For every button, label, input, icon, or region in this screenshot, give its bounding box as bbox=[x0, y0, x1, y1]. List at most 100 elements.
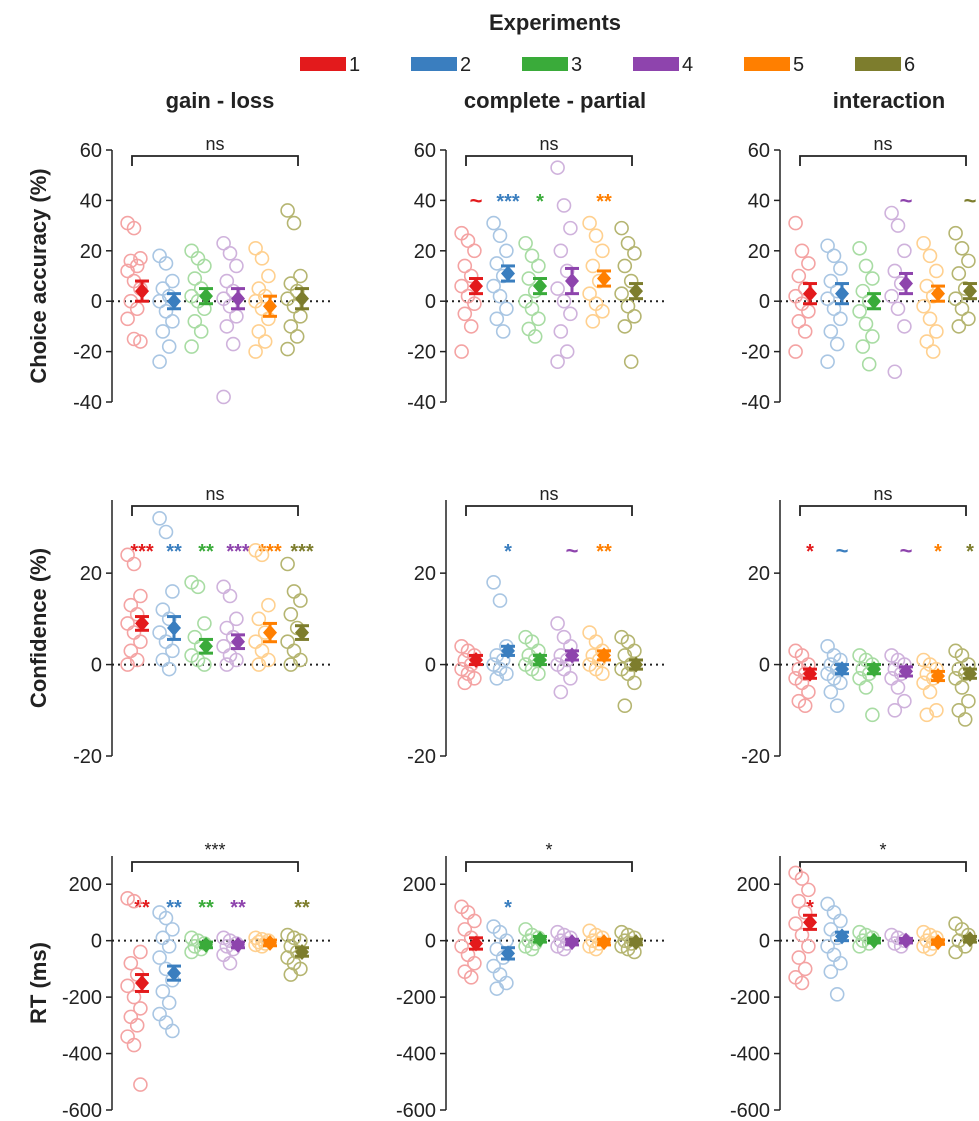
data-point-exp-4 bbox=[229, 652, 244, 668]
data-point-exp-6 bbox=[283, 319, 299, 334]
data-point-exp-5 bbox=[254, 251, 270, 266]
data-point-exp-5 bbox=[929, 702, 944, 718]
exp-6-significance: ~ bbox=[964, 188, 977, 213]
data-point-exp-3 bbox=[518, 235, 533, 251]
column-titles: gain - loss complete - partial interacti… bbox=[166, 88, 946, 113]
data-point-exp-5 bbox=[248, 344, 263, 359]
significance-bracket bbox=[465, 155, 633, 166]
data-point-exp-4 bbox=[219, 657, 235, 672]
data-point-exp-1 bbox=[788, 215, 803, 231]
data-point-exp-2 bbox=[165, 922, 180, 937]
y-tick-label: 20 bbox=[414, 241, 436, 263]
data-point-exp-4 bbox=[890, 218, 906, 233]
data-point-exp-5 bbox=[595, 303, 610, 319]
mean-marker-exp-4 bbox=[565, 647, 579, 664]
data-point-exp-4 bbox=[219, 319, 235, 334]
data-point-exp-4 bbox=[887, 702, 903, 718]
data-point-exp-1 bbox=[123, 597, 139, 613]
mean-marker-exp-2 bbox=[167, 293, 181, 310]
data-point-exp-3 bbox=[858, 316, 874, 332]
data-point-exp-4 bbox=[897, 319, 912, 334]
data-point-exp-4 bbox=[553, 684, 569, 700]
data-point-exp-2 bbox=[826, 248, 842, 264]
significance-bracket bbox=[799, 155, 967, 166]
exp-2-significance: * bbox=[504, 897, 512, 919]
y-tick-label: -40 bbox=[741, 392, 770, 414]
data-point-exp-2 bbox=[820, 638, 835, 654]
data-point-exp-2 bbox=[829, 698, 845, 714]
mean-marker-exp-2 bbox=[835, 285, 849, 302]
data-point-exp-4 bbox=[222, 955, 238, 971]
data-point-exp-1 bbox=[129, 1018, 145, 1033]
data-point-exp-1 bbox=[457, 675, 473, 691]
legend-swatch-5 bbox=[744, 57, 790, 71]
data-point-exp-1 bbox=[797, 324, 813, 339]
column-title-gain-loss: gain - loss bbox=[166, 88, 275, 113]
y-tick-label: -200 bbox=[62, 987, 102, 1009]
exp-3-significance: ** bbox=[198, 897, 214, 919]
data-point-exp-4 bbox=[216, 389, 231, 405]
data-point-exp-2 bbox=[820, 291, 835, 306]
data-point-exp-2 bbox=[823, 922, 839, 937]
data-point-exp-6 bbox=[614, 286, 629, 301]
data-point-exp-1 bbox=[133, 251, 148, 266]
mean-marker-exp-3 bbox=[867, 293, 881, 310]
data-point-exp-5 bbox=[248, 240, 263, 256]
data-point-exp-2 bbox=[829, 336, 845, 352]
mean-marker-exp-1 bbox=[135, 615, 149, 632]
mean-marker-exp-1 bbox=[469, 935, 483, 952]
data-point-exp-1 bbox=[126, 1037, 142, 1053]
data-point-exp-1 bbox=[129, 606, 145, 622]
bracket-label: ns bbox=[873, 134, 892, 154]
data-point-exp-2 bbox=[823, 324, 839, 339]
data-point-exp-5 bbox=[585, 314, 601, 329]
y-tick-label: -200 bbox=[396, 987, 436, 1009]
data-point-exp-1 bbox=[797, 905, 813, 920]
data-point-exp-5 bbox=[251, 611, 267, 627]
data-point-exp-4 bbox=[216, 947, 231, 963]
mean-marker-exp-5 bbox=[263, 298, 277, 315]
data-point-exp-1 bbox=[120, 263, 135, 279]
exp-1-significance: * bbox=[806, 541, 814, 563]
data-point-exp-4 bbox=[884, 927, 899, 943]
y-tick-label: 0 bbox=[91, 291, 102, 313]
data-point-exp-3 bbox=[524, 941, 540, 957]
data-point-exp-1 bbox=[791, 314, 807, 329]
data-point-exp-5 bbox=[257, 334, 273, 349]
column-title-interaction: interaction bbox=[833, 88, 945, 113]
data-point-exp-5 bbox=[922, 311, 938, 327]
data-point-exp-1 bbox=[797, 698, 813, 714]
mean-marker-exp-2 bbox=[835, 928, 849, 945]
exp-6-significance: * bbox=[966, 541, 974, 563]
mean-marker-exp-6 bbox=[963, 931, 977, 948]
data-point-exp-6 bbox=[614, 924, 629, 940]
significance-bracket bbox=[131, 861, 299, 872]
data-point-exp-1 bbox=[454, 939, 469, 954]
data-point-exp-2 bbox=[492, 593, 508, 608]
data-point-exp-6 bbox=[617, 319, 633, 334]
data-point-exp-2 bbox=[495, 324, 511, 339]
data-point-exp-6 bbox=[627, 643, 642, 659]
data-point-exp-2 bbox=[152, 1006, 167, 1022]
data-point-exp-6 bbox=[620, 941, 636, 957]
data-point-exp-5 bbox=[248, 634, 263, 650]
significance-bracket bbox=[131, 505, 299, 516]
mean-marker-exp-1 bbox=[135, 975, 149, 991]
data-point-exp-1 bbox=[454, 278, 469, 294]
y-tick-label: 20 bbox=[414, 563, 436, 585]
data-point-exp-5 bbox=[582, 286, 597, 301]
data-point-exp-1 bbox=[123, 1009, 139, 1025]
mean-marker-exp-3 bbox=[199, 288, 213, 305]
data-point-exp-4 bbox=[222, 246, 238, 261]
data-point-exp-6 bbox=[948, 291, 963, 306]
data-point-exp-4 bbox=[550, 616, 565, 631]
data-point-exp-2 bbox=[158, 256, 174, 271]
mean-marker-exp-3 bbox=[533, 931, 547, 948]
data-point-exp-2 bbox=[161, 611, 177, 627]
data-point-exp-1 bbox=[454, 344, 469, 359]
data-point-exp-1 bbox=[463, 268, 479, 284]
data-point-exp-2 bbox=[161, 339, 177, 354]
y-tick-label: 0 bbox=[759, 655, 770, 677]
data-point-exp-4 bbox=[553, 324, 569, 339]
